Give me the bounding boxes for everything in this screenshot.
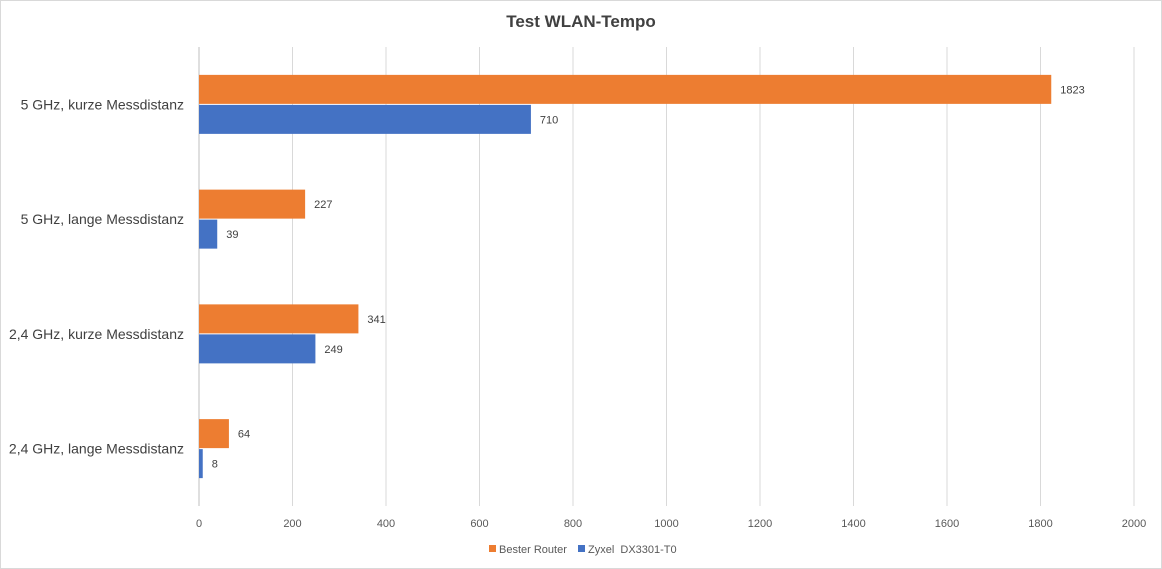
bar-zyxel bbox=[199, 219, 218, 249]
category-label: 2,4 GHz, lange Messdistanz bbox=[9, 441, 184, 457]
chart-title: Test WLAN-Tempo bbox=[506, 12, 656, 31]
x-tick-label: 400 bbox=[377, 518, 395, 530]
bar-bester-router bbox=[199, 74, 1052, 104]
bar-zyxel bbox=[199, 334, 316, 364]
x-tick-label: 1200 bbox=[748, 518, 772, 530]
bar-zyxel bbox=[199, 449, 203, 479]
bar-bester-router bbox=[199, 189, 306, 219]
x-tick-label: 800 bbox=[564, 518, 582, 530]
legend-label: Zyxel DX3301-T0 bbox=[588, 544, 677, 556]
bar-zyxel bbox=[199, 104, 531, 134]
x-tick-label: 1400 bbox=[841, 518, 865, 530]
legend-label: Bester Router bbox=[499, 544, 567, 556]
data-label: 249 bbox=[324, 344, 342, 356]
category-label: 5 GHz, lange Messdistanz bbox=[21, 211, 184, 227]
x-tick-label: 1000 bbox=[654, 518, 678, 530]
data-label: 710 bbox=[540, 114, 558, 126]
data-label: 1823 bbox=[1060, 84, 1084, 96]
bar-bester-router bbox=[199, 304, 359, 334]
x-tick-label: 200 bbox=[283, 518, 301, 530]
category-label: 5 GHz, kurze Messdistanz bbox=[21, 96, 184, 112]
bar-bester-router bbox=[199, 419, 229, 449]
data-label: 8 bbox=[212, 459, 218, 471]
data-label: 227 bbox=[314, 199, 332, 211]
x-tick-label: 600 bbox=[470, 518, 488, 530]
x-tick-label: 1800 bbox=[1028, 518, 1052, 530]
legend-swatch bbox=[489, 545, 496, 552]
x-tick-label: 0 bbox=[196, 518, 202, 530]
x-tick-label: 2000 bbox=[1122, 518, 1146, 530]
legend-swatch bbox=[578, 545, 585, 552]
category-label: 2,4 GHz, kurze Messdistanz bbox=[9, 326, 184, 342]
data-label: 341 bbox=[367, 314, 385, 326]
data-label: 64 bbox=[238, 429, 250, 441]
data-label: 39 bbox=[226, 229, 238, 241]
x-tick-label: 1600 bbox=[935, 518, 959, 530]
